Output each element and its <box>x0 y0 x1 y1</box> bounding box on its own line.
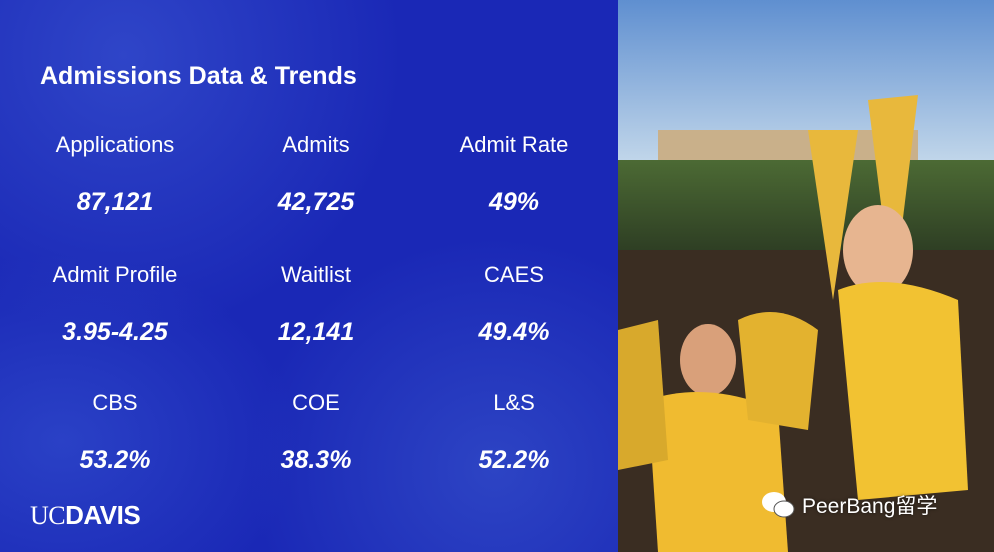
stat-label: Applications <box>55 132 175 157</box>
stat: CBS 53.2% <box>15 390 215 475</box>
logo-davis: DAVIS <box>65 500 141 530</box>
stat: COE 38.3% <box>216 390 416 475</box>
stat: Admit Profile 3.95-4.25 <box>15 262 215 347</box>
stat: Admit Rate 49% <box>414 132 614 217</box>
stat-value: 53.2% <box>79 446 151 474</box>
logo-uc: UC <box>30 501 66 530</box>
stat-value: 52.2% <box>478 446 550 474</box>
stat-value: 38.3% <box>280 446 352 474</box>
blue-panel: Admissions Data & Trends Applications 87,… <box>0 0 618 552</box>
stat-label: CAES <box>484 262 544 287</box>
arm <box>808 130 858 300</box>
shirt <box>738 312 818 430</box>
shirt <box>838 282 968 500</box>
stat-label: Admit Rate <box>459 132 569 157</box>
shirt <box>618 320 668 470</box>
stat-value: 87,121 <box>76 188 154 216</box>
arm <box>868 95 918 300</box>
shirt <box>648 392 788 552</box>
stat-value: 12,141 <box>277 318 355 346</box>
stat-value: 49% <box>488 188 540 216</box>
stat-value: 3.95-4.25 <box>62 318 168 346</box>
stat: L&S 52.2% <box>414 390 614 475</box>
stat-label: Admits <box>282 132 350 157</box>
stat: Applications 87,121 <box>15 132 215 217</box>
wechat-icon <box>762 492 795 518</box>
field <box>618 160 994 260</box>
stat: Admits 42,725 <box>216 132 416 217</box>
stat-label: CBS <box>92 390 138 415</box>
stat: CAES 49.4% <box>414 262 614 347</box>
watermark: PeerBang留学 <box>760 490 937 520</box>
logo: UCDAVIS <box>30 500 141 531</box>
stat-label: COE <box>292 390 340 415</box>
face <box>843 205 913 295</box>
stat-label: L&S <box>493 390 535 415</box>
slide-title: Admissions Data & Trends <box>40 62 357 90</box>
watermark-text: PeerBang留学 <box>802 495 938 518</box>
stat-value: 49.4% <box>478 318 550 346</box>
stat-label: Admit Profile <box>52 262 178 287</box>
stat-label: Waitlist <box>280 262 352 287</box>
face <box>680 324 736 396</box>
stat-value: 42,725 <box>277 188 355 216</box>
crowd-photo <box>618 0 994 552</box>
stat: Waitlist 12,141 <box>216 262 416 347</box>
